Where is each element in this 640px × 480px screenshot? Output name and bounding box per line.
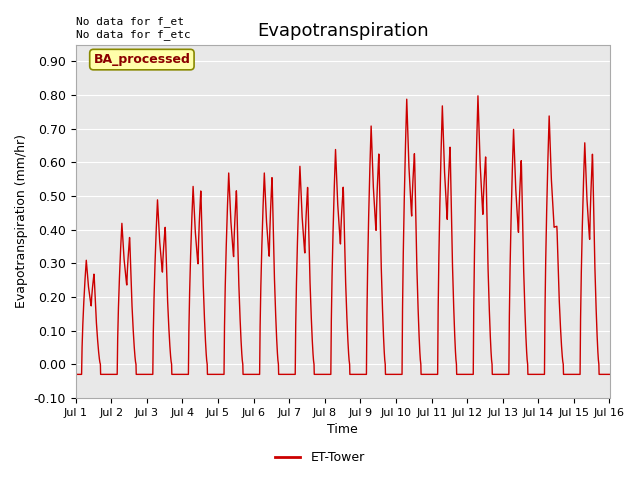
Text: BA_processed: BA_processed xyxy=(93,53,190,66)
Text: No data for f_et
No data for f_etc: No data for f_et No data for f_etc xyxy=(76,16,191,40)
X-axis label: Time: Time xyxy=(327,423,358,436)
Title: Evapotranspiration: Evapotranspiration xyxy=(257,22,428,40)
Legend: ET-Tower: ET-Tower xyxy=(270,446,370,469)
Y-axis label: Evapotranspiration (mm/hr): Evapotranspiration (mm/hr) xyxy=(15,134,28,308)
